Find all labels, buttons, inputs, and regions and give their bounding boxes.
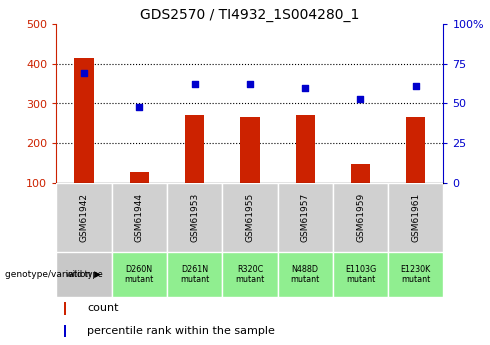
Text: GSM61953: GSM61953 (190, 193, 199, 242)
Bar (351, 164, 370, 183)
Text: E1103G
mutant: E1103G mutant (345, 265, 376, 284)
FancyBboxPatch shape (333, 252, 388, 297)
Point (80, 71, 88, 76)
Text: D260N
mutant: D260N mutant (124, 265, 154, 284)
Text: count: count (87, 303, 119, 313)
Text: GSM61959: GSM61959 (356, 193, 365, 242)
Text: E1230K
mutant: E1230K mutant (401, 265, 431, 284)
Text: GSM61957: GSM61957 (301, 193, 310, 242)
FancyBboxPatch shape (167, 252, 222, 297)
Point (191, 82, 198, 87)
FancyBboxPatch shape (388, 183, 443, 252)
Text: wild type: wild type (66, 270, 102, 279)
FancyBboxPatch shape (333, 183, 388, 252)
FancyBboxPatch shape (222, 252, 277, 297)
Bar (295, 115, 315, 183)
Bar (64, 325, 66, 337)
Point (357, 96, 365, 101)
FancyBboxPatch shape (277, 183, 333, 252)
Text: GSM61955: GSM61955 (245, 193, 254, 242)
FancyBboxPatch shape (388, 252, 443, 297)
Bar (185, 115, 204, 183)
Point (301, 85, 309, 90)
Bar (240, 117, 260, 183)
Bar (64, 302, 66, 315)
Text: D261N
mutant: D261N mutant (180, 265, 209, 284)
FancyBboxPatch shape (167, 183, 222, 252)
Text: percentile rank within the sample: percentile rank within the sample (87, 326, 275, 336)
FancyBboxPatch shape (112, 252, 167, 297)
Text: R320C
mutant: R320C mutant (235, 265, 265, 284)
FancyBboxPatch shape (56, 252, 112, 297)
Point (412, 83, 420, 89)
Title: GDS2570 / TI4932_1S004280_1: GDS2570 / TI4932_1S004280_1 (140, 8, 360, 22)
FancyBboxPatch shape (56, 183, 112, 252)
Bar (130, 172, 149, 183)
Text: GSM61942: GSM61942 (79, 193, 89, 242)
FancyBboxPatch shape (112, 183, 167, 252)
Point (246, 82, 254, 87)
FancyBboxPatch shape (222, 183, 277, 252)
Text: GSM61944: GSM61944 (135, 193, 144, 242)
Bar (406, 117, 425, 183)
FancyBboxPatch shape (277, 252, 333, 297)
Text: GSM61961: GSM61961 (411, 193, 420, 242)
Bar (74, 58, 94, 183)
Text: N488D
mutant: N488D mutant (291, 265, 320, 284)
Point (135, 104, 143, 109)
Text: genotype/variation ▶: genotype/variation ▶ (5, 270, 101, 279)
